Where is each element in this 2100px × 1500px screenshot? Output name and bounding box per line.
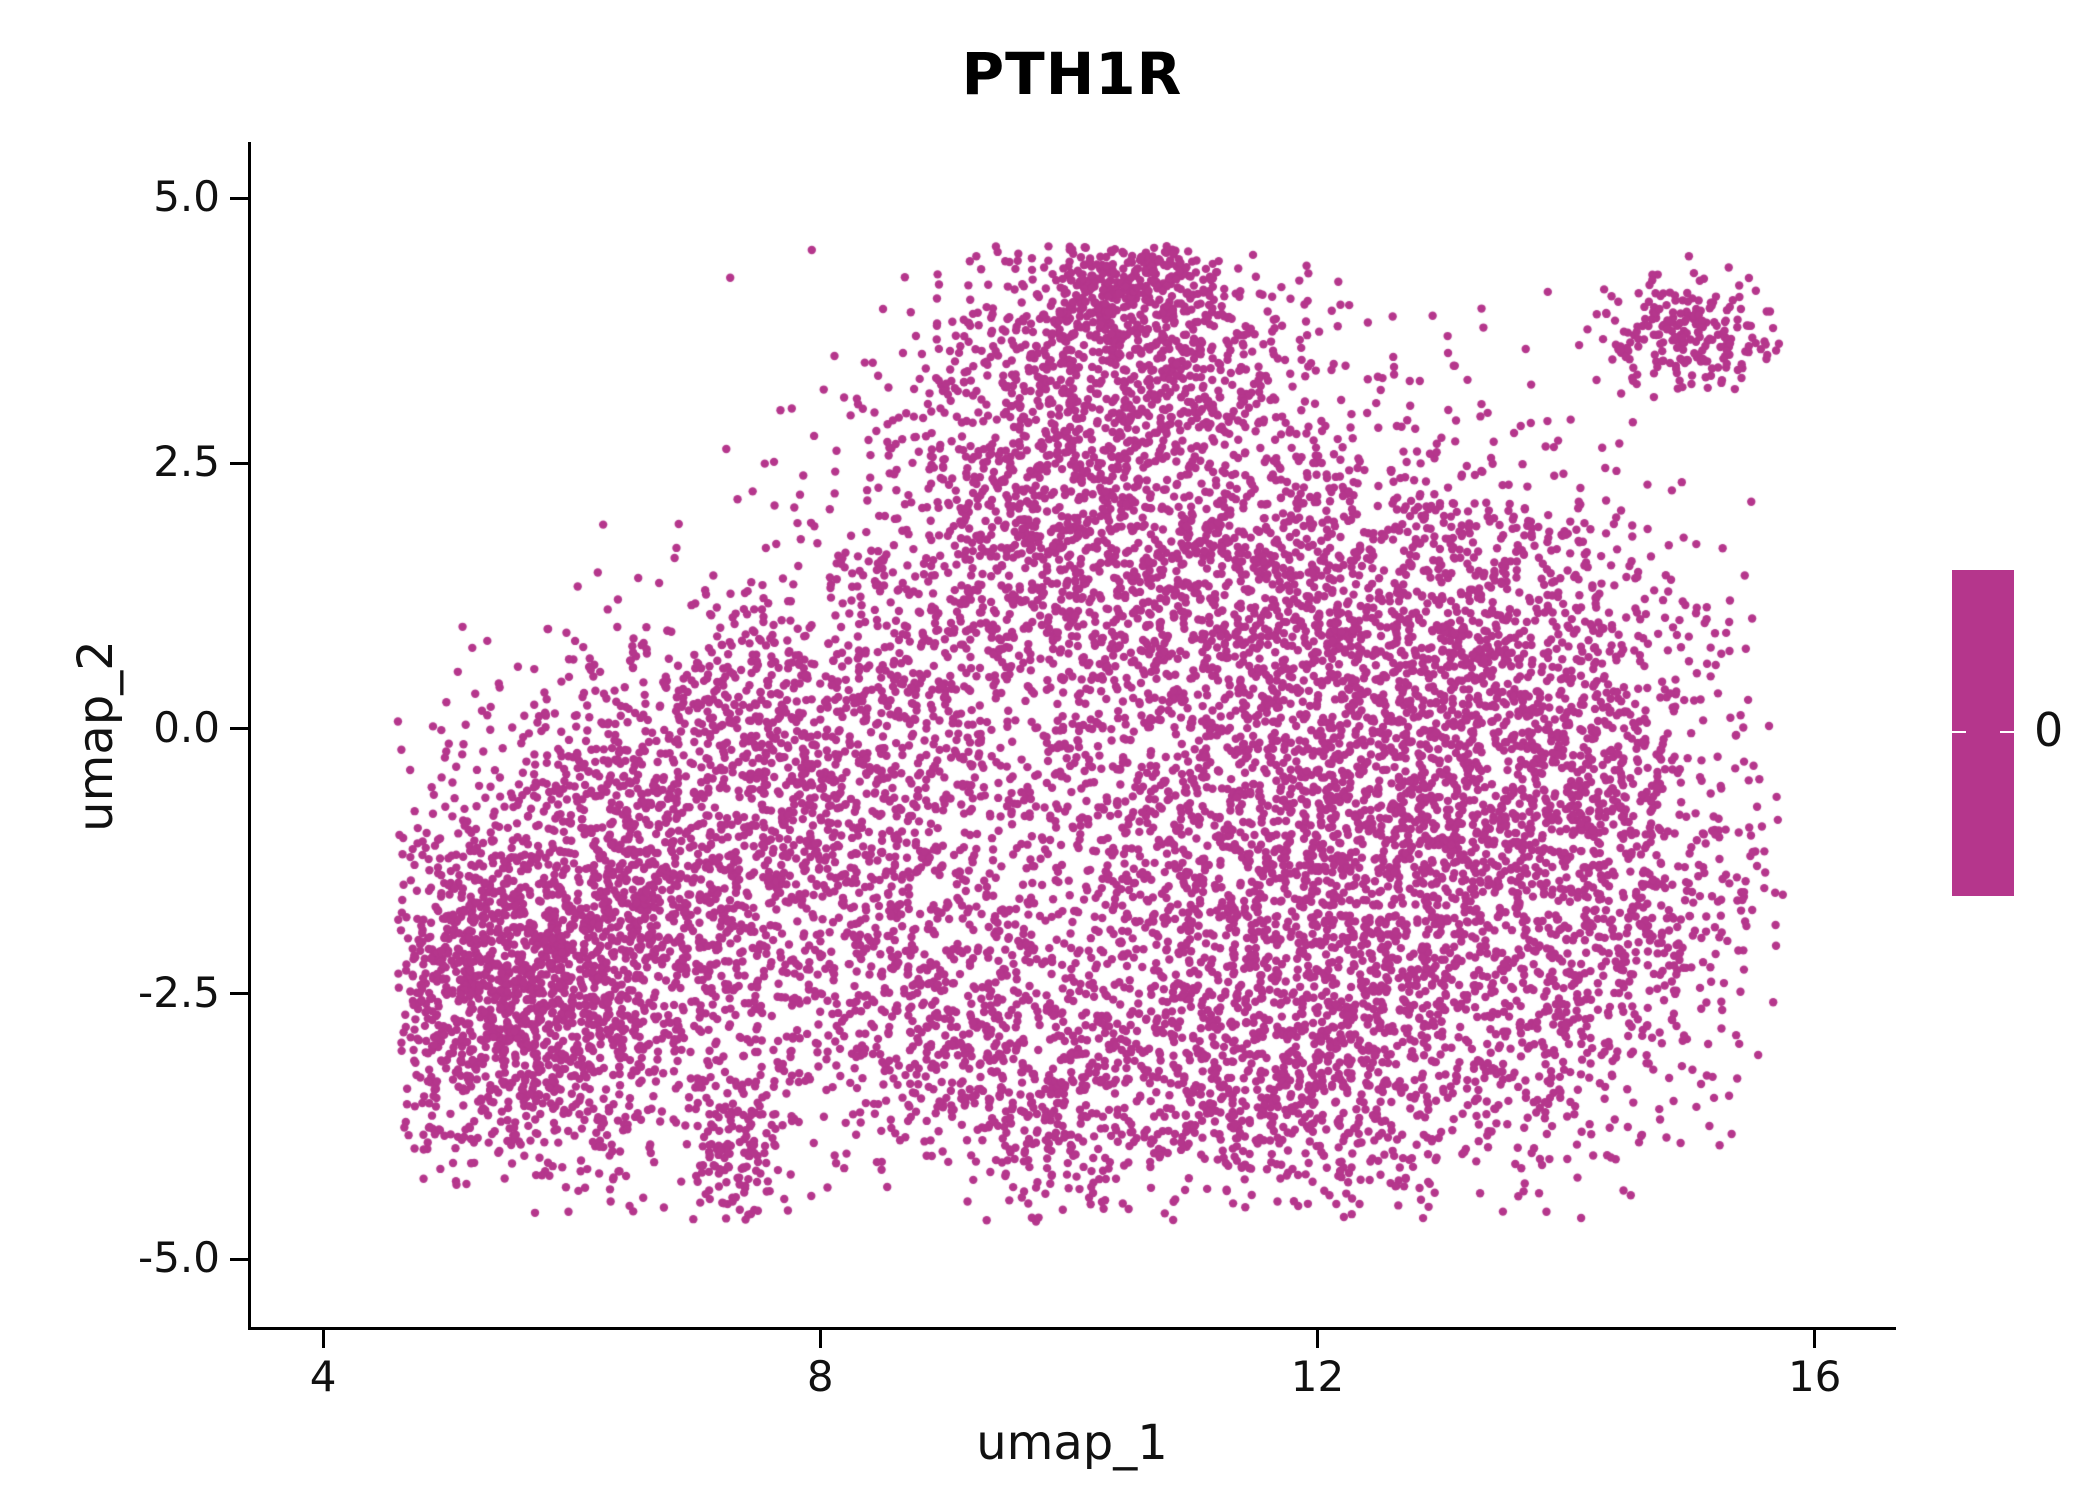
colorbar-swatch [1952, 570, 2014, 896]
y-tick-mark [230, 196, 248, 200]
colorbar-tick-right [2000, 731, 2014, 733]
plot-area [251, 142, 1893, 1327]
y-tick-label: 2.5 [153, 437, 220, 487]
x-tick-mark [1813, 1330, 1817, 1348]
colorbar [1952, 570, 2014, 896]
y-tick-label: 5.0 [153, 172, 220, 222]
x-tick-label: 16 [1787, 1352, 1842, 1401]
y-tick-mark [230, 1257, 248, 1261]
y-axis-label: umap_2 [68, 640, 124, 832]
x-axis-spine [248, 1327, 1896, 1330]
y-tick-mark [230, 727, 248, 731]
y-tick-label: -5.0 [138, 1233, 220, 1283]
x-axis-label: umap_1 [976, 1415, 1168, 1471]
y-tick-mark [230, 461, 248, 465]
x-tick-mark [1315, 1330, 1319, 1348]
x-tick-label: 4 [309, 1352, 337, 1401]
y-tick-label: -2.5 [138, 967, 220, 1017]
plot-title: PTH1R [961, 40, 1183, 108]
y-tick-label: 0.0 [153, 702, 220, 752]
x-tick-mark [321, 1330, 325, 1348]
y-tick-mark [230, 992, 248, 996]
y-axis-spine [248, 142, 251, 1330]
colorbar-tick-left [1952, 731, 1966, 733]
colorbar-label: 0 [2034, 703, 2064, 757]
scatter-points-canvas [251, 142, 1893, 1327]
x-tick-label: 12 [1290, 1352, 1345, 1401]
x-tick-mark [818, 1330, 822, 1348]
x-tick-label: 8 [806, 1352, 834, 1401]
